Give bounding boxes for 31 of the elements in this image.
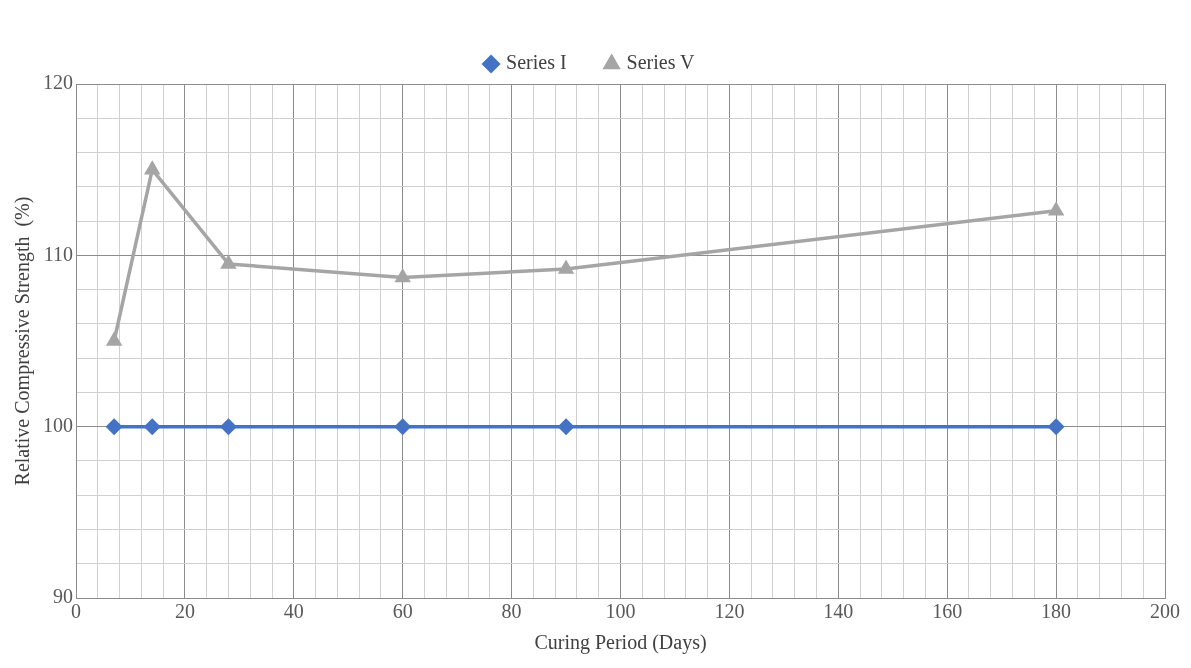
- legend-label: Series I: [506, 51, 567, 74]
- x-tick-label: 100: [605, 600, 636, 623]
- x-tick-label: 40: [283, 600, 304, 623]
- point: [145, 161, 160, 175]
- x-tick-label: 120: [714, 600, 745, 623]
- point: [1048, 418, 1064, 435]
- y-axis-title: Relative Compressive Strength (%): [11, 196, 35, 486]
- point: [220, 418, 237, 435]
- x-tick-label: 60: [392, 600, 413, 623]
- legend-label: Series V: [626, 51, 696, 74]
- point: [107, 333, 122, 346]
- x-tick-label: 80: [501, 600, 522, 623]
- x-tick-label: 200: [1150, 600, 1180, 623]
- point: [395, 269, 410, 283]
- x-tick-label: 0: [71, 600, 81, 623]
- point: [144, 418, 160, 435]
- x-tick-label: 180: [1041, 600, 1072, 623]
- x-tick-label: 160: [932, 600, 963, 623]
- x-tick-label: 20: [174, 600, 195, 623]
- y-tick-label: 90: [53, 585, 73, 608]
- point: [559, 261, 573, 274]
- point: [221, 256, 236, 269]
- point: [1049, 203, 1064, 216]
- y-tick-label: 110: [43, 242, 73, 265]
- point: [394, 418, 411, 435]
- y-tick-label: 120: [43, 71, 73, 94]
- y-tick-label: 100: [43, 413, 73, 436]
- point: [558, 418, 574, 435]
- point: [106, 418, 122, 435]
- x-tick-label: 140: [823, 600, 854, 623]
- x-axis-title: Curing Period (Days): [534, 631, 707, 655]
